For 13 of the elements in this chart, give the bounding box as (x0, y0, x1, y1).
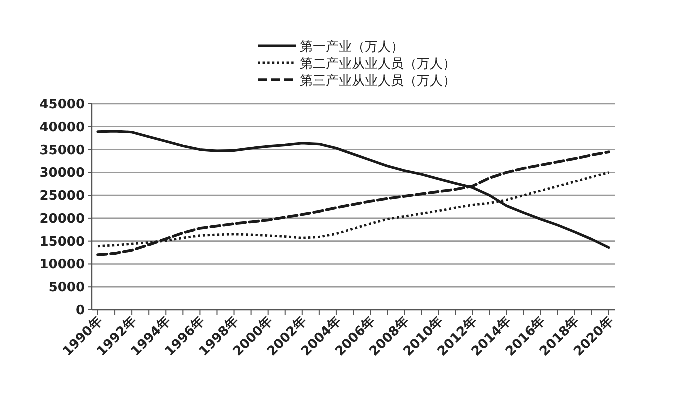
y-tick-label: 10000 (40, 258, 85, 273)
y-tick-label: 20000 (40, 212, 85, 227)
y-tick-label: 5000 (48, 280, 85, 296)
y-tick-label: 40000 (40, 120, 85, 136)
y-tick-label: 30000 (40, 166, 85, 182)
legend-label: 第一产业（万人） (300, 40, 404, 55)
y-tick-label: 45000 (40, 98, 85, 112)
y-tick-label: 15000 (40, 234, 85, 250)
legend-label: 第二产业从业人员（万人） (300, 57, 456, 72)
y-tick-label: 25000 (40, 189, 85, 204)
legend-label: 第三产业从业人员（万人） (300, 74, 456, 89)
y-tick-label: 35000 (40, 143, 85, 158)
y-tick-label: 0 (76, 304, 85, 318)
